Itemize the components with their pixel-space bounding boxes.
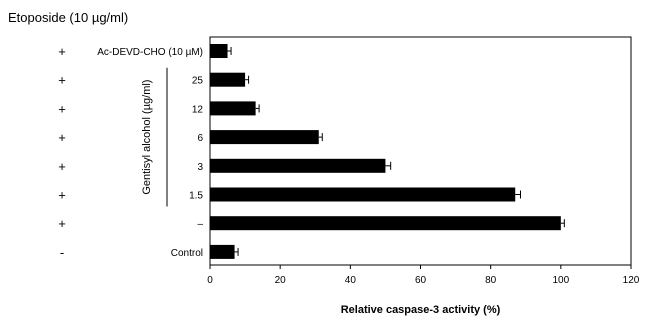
etoposide-marker: + (58, 44, 66, 59)
etoposide-marker: + (58, 216, 66, 231)
category-label: 25 (192, 76, 204, 87)
bar (210, 101, 256, 116)
etoposide-marker: + (58, 130, 66, 145)
x-tick-label: 100 (552, 275, 569, 286)
category-label: 6 (197, 133, 203, 144)
category-label: – (197, 219, 203, 230)
x-tick-label: 20 (275, 275, 287, 286)
chart-title: Etoposide (10 µg/ml) (8, 10, 129, 25)
category-label: Ac-DEVD-CHO (10 µM) (97, 47, 203, 58)
plot-frame (209, 36, 632, 266)
bar (210, 244, 235, 259)
etoposide-marker: + (58, 73, 66, 88)
category-label: 1.5 (189, 191, 203, 202)
bar (210, 158, 386, 173)
category-label: 12 (192, 104, 204, 115)
bar (210, 72, 246, 87)
category-label: Control (171, 248, 203, 259)
category-label: 3 (197, 162, 203, 173)
etoposide-marker: + (58, 188, 66, 203)
bar (210, 187, 516, 202)
etoposide-marker: + (58, 159, 66, 174)
x-tick-label: 40 (345, 275, 357, 286)
group-axis-label: Gentisyl alcohol (µg/ml) (141, 80, 153, 195)
x-tick-label: 60 (415, 275, 427, 286)
x-tick-label: 80 (485, 275, 497, 286)
bar (210, 130, 319, 145)
x-axis-label: Relative caspase-3 activity (%) (341, 304, 501, 316)
etoposide-marker: + (58, 101, 66, 116)
x-tick-label: 0 (207, 275, 213, 286)
bar (210, 44, 228, 58)
bar (210, 216, 561, 231)
x-tick-label: 120 (623, 275, 640, 286)
etoposide-marker: - (60, 245, 64, 260)
